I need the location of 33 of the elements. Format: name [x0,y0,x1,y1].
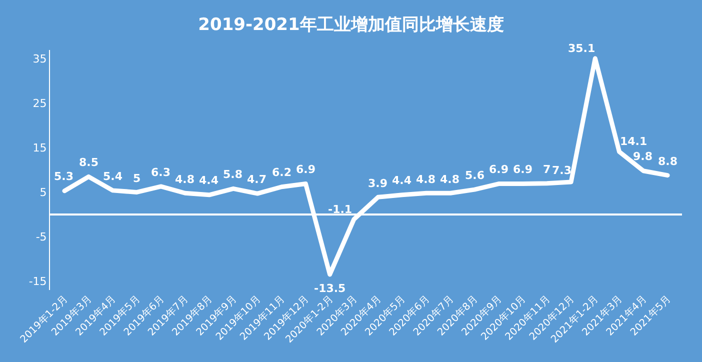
data-label: 7.3 [552,164,572,177]
y-tick-label: -5 [36,230,47,244]
data-label: 8.8 [658,155,678,168]
data-label: 3.9 [368,177,388,190]
data-label: 6.9 [489,163,508,176]
data-label: 4.8 [416,173,436,186]
data-label: 4.8 [175,173,194,186]
data-label: 4.8 [440,173,460,186]
data-label: 5.4 [103,170,123,183]
data-label: 9.8 [633,150,652,163]
data-label: 5.6 [465,169,485,182]
data-label: 6.9 [513,163,532,176]
data-label: 6.3 [151,166,170,179]
data-label: 7 [543,163,551,176]
y-tick-label: -15 [28,274,47,288]
data-label: -1.1 [328,203,352,216]
y-tick-label: 15 [32,142,47,155]
y-tick-label: 5 [40,186,47,200]
data-label: 6.9 [296,163,316,176]
data-label: 4.7 [247,173,266,186]
data-label: 5.3 [54,170,74,183]
data-label: 6.2 [272,166,292,179]
y-tick-label: 35 [32,52,47,66]
data-label: 14.1 [620,135,648,148]
data-label: 5 [133,172,141,185]
data-label: 4.4 [199,174,219,187]
data-label: 4.4 [392,174,412,187]
chart-title: 2019-2021年工业增加值同比增长速度 [198,15,504,35]
data-label: 5.8 [223,168,242,181]
data-label: 35.1 [568,42,596,55]
data-label: -13.5 [314,282,346,295]
data-label: 8.5 [79,156,98,169]
y-tick-label: 25 [32,97,47,110]
